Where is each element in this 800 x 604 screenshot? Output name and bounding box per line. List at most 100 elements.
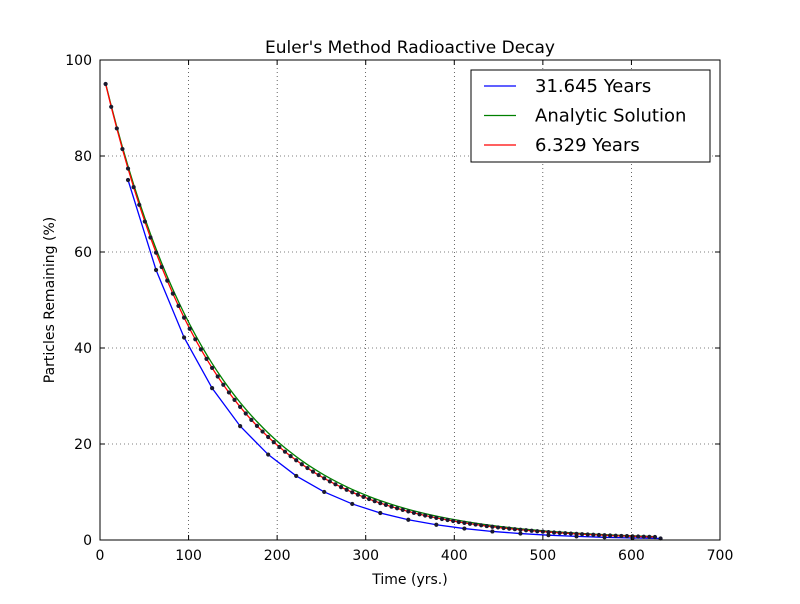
data-point-6-329-years (608, 533, 613, 538)
data-point-6-329-years (204, 356, 209, 361)
data-point-6-329-years (619, 533, 624, 539)
data-point-6-329-years (479, 523, 484, 528)
data-point-6-329-years (210, 365, 215, 371)
data-point-6-329-years (417, 512, 422, 517)
data-point-6-329-years (613, 533, 618, 538)
data-point-6-329-years (551, 530, 557, 535)
x-tick-label: 100 (175, 548, 202, 564)
data-point-6-329-years (198, 347, 204, 352)
plot-frame (99, 59, 721, 541)
legend-label: Analytic Solution (535, 106, 686, 127)
data-point-6-329-years (490, 524, 495, 529)
data-point-6-329-years (366, 496, 372, 502)
data-point-6-329-years (484, 523, 489, 529)
data-point-6-329-years (372, 499, 377, 504)
data-point-6-329-years (428, 514, 433, 519)
data-point-6-329-years (434, 515, 439, 520)
data-point-6-329-years (423, 513, 428, 518)
data-point-6-329-years (327, 479, 332, 484)
data-point-6-329-years (316, 472, 321, 478)
y-tick-label: 0 (83, 533, 92, 549)
data-point-6-329-years (170, 291, 175, 296)
x-tick-label: 300 (352, 548, 379, 564)
data-point-6-329-years (260, 429, 265, 434)
data-point-6-329-years (641, 534, 646, 539)
data-point-6-329-years (501, 525, 506, 531)
data-point-6-329-years (602, 533, 607, 538)
data-point-31-645-years (210, 386, 215, 391)
x-tick-label: 0 (96, 548, 105, 564)
data-point-6-329-years (271, 440, 276, 445)
data-point-31-645-years (153, 267, 159, 273)
data-point-6-329-years (142, 219, 147, 224)
x-tick-label: 500 (529, 548, 556, 564)
data-point-6-329-years (243, 411, 248, 416)
data-point-6-329-years (109, 104, 114, 109)
data-point-6-329-years (288, 453, 293, 459)
data-point-31-645-years (350, 501, 355, 507)
data-point-6-329-years (507, 526, 512, 531)
data-point-6-329-years (181, 315, 187, 320)
x-axis-label: Time (yrs.) (371, 572, 447, 588)
y-tick-label: 100 (65, 53, 92, 69)
data-point-6-329-years (120, 146, 125, 152)
data-point-6-329-years (215, 374, 220, 379)
data-point-6-329-years (277, 444, 282, 450)
data-point-6-329-years (193, 337, 198, 342)
data-point-6-329-years (546, 529, 551, 535)
data-point-6-329-years (131, 185, 136, 190)
data-point-6-329-years (187, 326, 192, 331)
data-point-6-329-years (636, 534, 641, 539)
data-point-6-329-years (378, 500, 383, 506)
data-point-6-329-years (361, 494, 366, 500)
data-point-6-329-years (125, 166, 131, 171)
y-tick-label: 80 (74, 149, 92, 165)
data-point-6-329-years (596, 532, 602, 538)
data-point-6-329-years (451, 518, 456, 524)
data-point-31-645-years (546, 533, 551, 538)
data-point-6-329-years (395, 506, 400, 511)
data-point-6-329-years (568, 531, 573, 536)
data-point-6-329-years (176, 303, 181, 309)
data-point-6-329-years (624, 534, 630, 539)
data-point-6-329-years (153, 250, 159, 255)
series-line-31-645-years (127, 179, 661, 540)
data-point-6-329-years (540, 529, 545, 534)
plot-layer (103, 81, 663, 541)
data-point-6-329-years (159, 264, 164, 270)
data-point-6-329-years (338, 485, 344, 490)
data-point-6-329-years (535, 529, 540, 534)
data-point-31-645-years (518, 531, 523, 536)
data-point-6-329-years (310, 469, 316, 474)
data-point-6-329-years (299, 462, 304, 467)
legend: 31.645 Years Analytic Solution 6.329 Years (470, 69, 711, 163)
data-point-6-329-years (344, 487, 349, 492)
chart-title: Euler's Method Radioactive Decay (265, 38, 555, 58)
data-point-31-645-years (266, 452, 271, 457)
data-point-6-329-years (294, 458, 299, 463)
data-point-6-329-years (322, 476, 327, 481)
x-tick-label: 600 (618, 548, 645, 564)
data-point-31-645-years (125, 177, 131, 183)
data-point-6-329-years (103, 81, 108, 87)
legend-label: 6.329 Years (535, 135, 640, 156)
data-point-6-329-years (232, 397, 237, 402)
data-point-6-329-years (114, 126, 119, 131)
x-tick-label: 200 (264, 548, 291, 564)
data-point-6-329-years (383, 502, 388, 508)
data-point-31-645-years (490, 529, 495, 534)
data-point-6-329-years (579, 532, 585, 537)
y-axis-label: Particles Remaining (%) (42, 217, 58, 384)
data-point-6-329-years (165, 278, 170, 283)
data-point-6-329-years (226, 390, 232, 395)
data-point-6-329-years (462, 520, 467, 525)
data-point-6-329-years (266, 434, 271, 440)
data-point-6-329-years (238, 404, 243, 409)
data-point-6-329-years (473, 522, 478, 527)
y-tick-label: 60 (74, 245, 92, 261)
data-point-6-329-years (249, 417, 254, 422)
data-point-6-329-years (439, 516, 445, 522)
legend-entries: 31.645 Years Analytic Solution 6.329 Years (484, 76, 686, 156)
